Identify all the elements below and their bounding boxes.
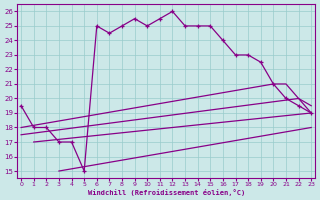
X-axis label: Windchill (Refroidissement éolien,°C): Windchill (Refroidissement éolien,°C) [88, 189, 245, 196]
